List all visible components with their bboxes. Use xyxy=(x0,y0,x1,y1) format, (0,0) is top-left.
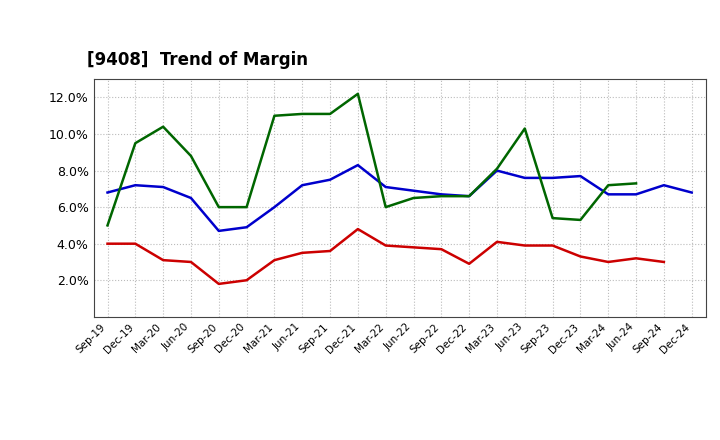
Operating Cashflow xyxy=(354,91,362,96)
Ordinary Income xyxy=(409,188,418,193)
Net Income xyxy=(103,241,112,246)
Net Income xyxy=(660,259,668,264)
Operating Cashflow xyxy=(409,195,418,201)
Net Income xyxy=(242,278,251,283)
Operating Cashflow xyxy=(521,126,529,131)
Operating Cashflow xyxy=(437,194,446,199)
Ordinary Income xyxy=(159,184,168,190)
Line: Operating Cashflow: Operating Cashflow xyxy=(107,94,636,225)
Ordinary Income xyxy=(354,162,362,168)
Ordinary Income xyxy=(521,175,529,180)
Ordinary Income xyxy=(215,228,223,234)
Operating Cashflow xyxy=(382,205,390,210)
Net Income xyxy=(382,243,390,248)
Text: [9408]  Trend of Margin: [9408] Trend of Margin xyxy=(88,51,308,70)
Operating Cashflow xyxy=(549,216,557,221)
Net Income xyxy=(215,281,223,286)
Operating Cashflow xyxy=(492,166,501,172)
Ordinary Income xyxy=(270,205,279,210)
Ordinary Income xyxy=(437,192,446,197)
Net Income xyxy=(270,257,279,263)
Net Income xyxy=(298,250,307,256)
Ordinary Income xyxy=(631,192,640,197)
Net Income xyxy=(159,257,168,263)
Operating Cashflow xyxy=(465,194,474,199)
Operating Cashflow xyxy=(186,153,195,158)
Net Income xyxy=(186,259,195,264)
Net Income xyxy=(409,245,418,250)
Operating Cashflow xyxy=(103,223,112,228)
Net Income xyxy=(604,259,613,264)
Ordinary Income xyxy=(465,194,474,199)
Operating Cashflow xyxy=(215,205,223,210)
Net Income xyxy=(465,261,474,267)
Net Income xyxy=(131,241,140,246)
Net Income xyxy=(437,246,446,252)
Operating Cashflow xyxy=(270,113,279,118)
Ordinary Income xyxy=(382,184,390,190)
Net Income xyxy=(576,254,585,259)
Operating Cashflow xyxy=(159,124,168,129)
Ordinary Income xyxy=(131,183,140,188)
Operating Cashflow xyxy=(131,140,140,146)
Operating Cashflow xyxy=(604,183,613,188)
Ordinary Income xyxy=(576,173,585,179)
Operating Cashflow xyxy=(631,181,640,186)
Ordinary Income xyxy=(325,177,334,182)
Net Income xyxy=(492,239,501,245)
Operating Cashflow xyxy=(242,205,251,210)
Net Income xyxy=(325,248,334,253)
Net Income xyxy=(549,243,557,248)
Line: Ordinary Income: Ordinary Income xyxy=(107,165,692,231)
Net Income xyxy=(354,227,362,232)
Ordinary Income xyxy=(688,190,696,195)
Ordinary Income xyxy=(492,168,501,173)
Net Income xyxy=(521,243,529,248)
Ordinary Income xyxy=(103,190,112,195)
Ordinary Income xyxy=(186,195,195,201)
Ordinary Income xyxy=(549,175,557,180)
Operating Cashflow xyxy=(576,217,585,223)
Line: Net Income: Net Income xyxy=(107,229,664,284)
Net Income xyxy=(631,256,640,261)
Ordinary Income xyxy=(604,192,613,197)
Ordinary Income xyxy=(660,183,668,188)
Operating Cashflow xyxy=(298,111,307,117)
Ordinary Income xyxy=(298,183,307,188)
Ordinary Income xyxy=(242,224,251,230)
Operating Cashflow xyxy=(325,111,334,117)
